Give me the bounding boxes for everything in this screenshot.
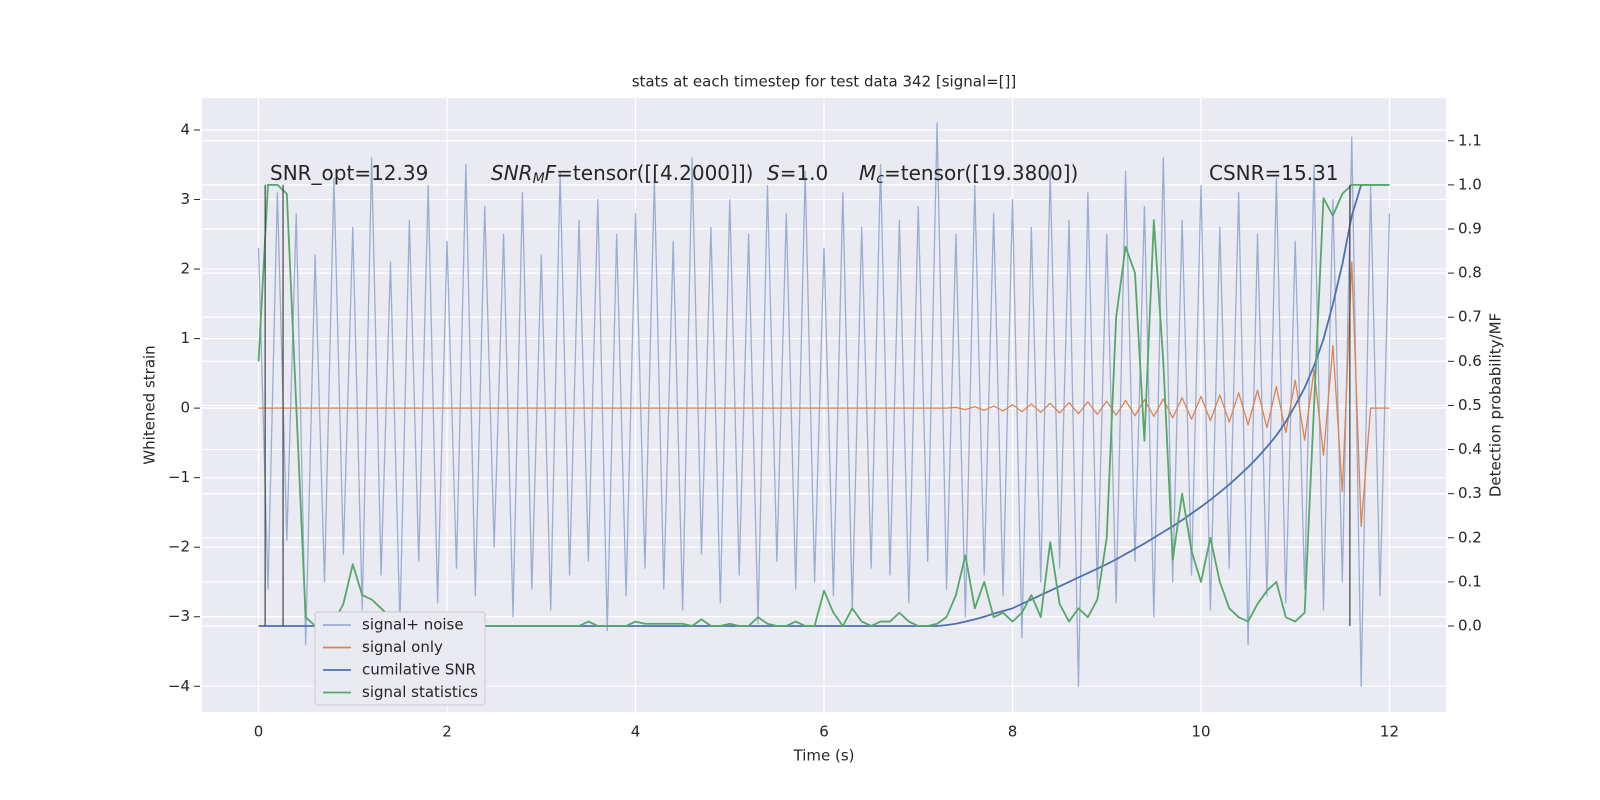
chart-title: stats at each timestep for test data 342…: [632, 73, 1017, 91]
annotation-part: =1.0: [780, 161, 829, 185]
annotation-part: SNR: [491, 161, 533, 185]
legend-label: cumilative SNR: [362, 661, 476, 679]
legend-box: [314, 611, 486, 706]
legend-label: signal only: [362, 638, 443, 656]
x-tick-label: 12: [1380, 723, 1399, 741]
annotation-part: F: [545, 161, 557, 185]
annotation: Mc=tensor([19.3800]): [859, 161, 1078, 188]
annotation-part: CSNR=15.31: [1209, 161, 1339, 185]
y-axis-label: Whitened strain: [141, 345, 159, 464]
y2-tick-label: 0.8: [1458, 264, 1482, 282]
x-tick-label: 10: [1191, 723, 1210, 741]
annotation-part: M: [533, 171, 545, 187]
annotation-part: =tensor([[4.2000]]): [556, 161, 753, 185]
y2-tick-label: 0.4: [1458, 440, 1482, 458]
annotation: S=1.0: [767, 161, 828, 185]
x-tick-label: 0: [254, 723, 264, 741]
series-line: [257, 122, 1391, 687]
y2-tick-label: 0.2: [1458, 528, 1482, 546]
y-tick-label: 4: [180, 120, 190, 138]
y2-tick-label: 1.1: [1458, 131, 1482, 149]
x-tick-label: 6: [819, 723, 829, 741]
x-tick-label: 4: [631, 723, 641, 741]
y-tick-label: −4: [168, 677, 190, 695]
y-tick-label: 1: [180, 329, 190, 347]
y2-tick-label: 0.6: [1458, 352, 1482, 370]
x-tick-label: 8: [1008, 723, 1018, 741]
legend-label: signal+ noise: [362, 616, 464, 634]
y-tick-label: −1: [168, 468, 190, 486]
legend-label: signal statistics: [362, 683, 478, 701]
y2-axis-label: Detection probability/MF: [1487, 313, 1505, 497]
y2-tick-label: 0.1: [1458, 572, 1482, 590]
annotation: SNR_opt=12.39: [270, 161, 428, 185]
series-line: [258, 261, 1390, 527]
y2-tick-label: 0.3: [1458, 484, 1482, 502]
annotation-part: SNR_opt=12.39: [270, 161, 428, 185]
y2-tick-label: 0.7: [1458, 308, 1482, 326]
annotation-part: M: [859, 161, 876, 185]
y2-tick-label: 0.9: [1458, 220, 1482, 238]
x-axis-label: Time (s): [793, 747, 855, 765]
y2-tick-label: 0.5: [1458, 396, 1482, 414]
y-tick-label: 2: [180, 260, 190, 278]
y-tick-label: −3: [168, 607, 190, 625]
annotation-part: =tensor([19.3800]): [884, 161, 1078, 185]
annotation-part: c: [876, 171, 884, 187]
annotation: CSNR=15.31: [1209, 161, 1339, 185]
y2-tick-label: 1.0: [1458, 175, 1482, 193]
y-tick-label: −2: [168, 538, 190, 556]
y-tick-label: 3: [180, 190, 190, 208]
annotation: SNRMF=tensor([[4.2000]]): [491, 161, 753, 188]
y-tick-label: 0: [180, 399, 190, 417]
y2-tick-label: 0.0: [1458, 616, 1482, 634]
x-tick-label: 2: [442, 723, 452, 741]
annotation-part: S: [767, 161, 780, 185]
